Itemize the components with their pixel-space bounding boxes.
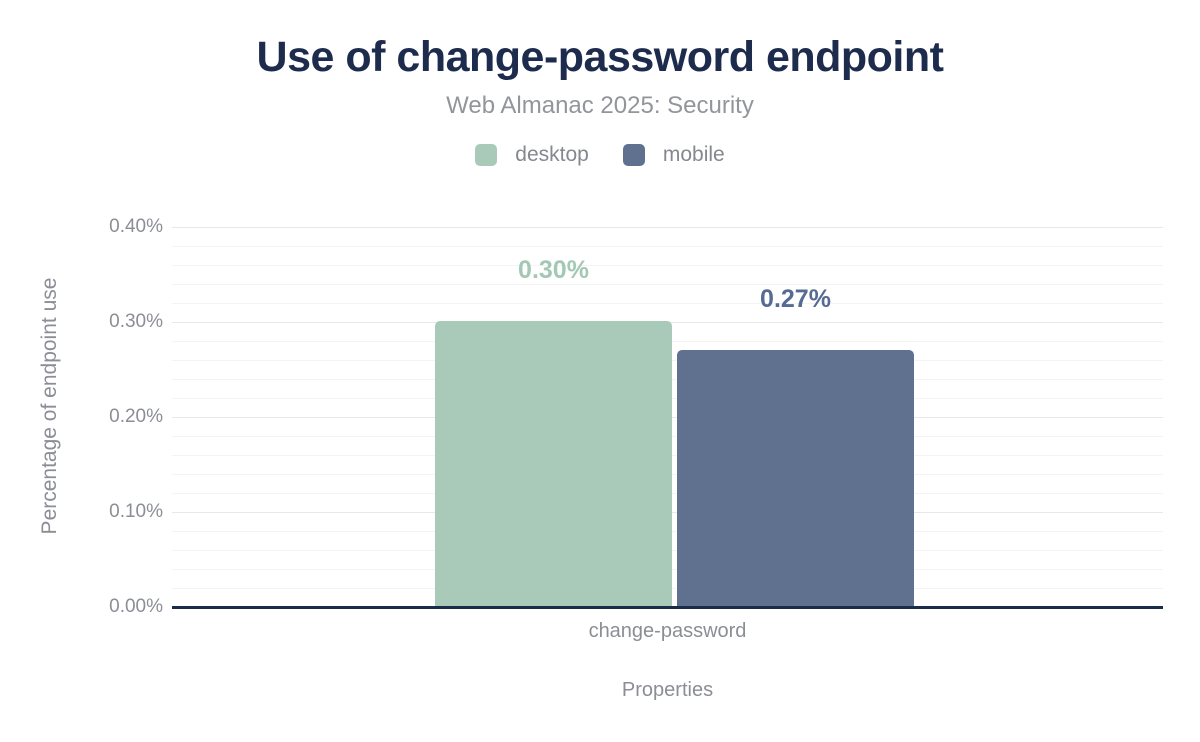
chart-title: Use of change-password endpoint	[256, 33, 944, 81]
gridline-minor	[172, 284, 1163, 285]
y-tick-label: 0.30%	[109, 311, 163, 332]
chart-subtitle: Web Almanac 2025: Security	[446, 92, 754, 119]
desktop-swatch-icon	[475, 144, 498, 166]
gridline-minor	[172, 265, 1163, 266]
x-axis-title: Properties	[621, 679, 714, 701]
y-tick-label: 0.40%	[109, 216, 163, 237]
legend-label-desktop: desktop	[515, 143, 589, 166]
gridline-minor	[172, 303, 1163, 304]
mobile-swatch-icon	[622, 144, 645, 166]
legend-item-desktop[interactable]: desktop	[475, 143, 589, 167]
bar-mobile[interactable]	[677, 350, 914, 607]
legend-item-mobile[interactable]: mobile	[622, 143, 725, 167]
y-tick-label: 0.00%	[109, 596, 163, 617]
bar-desktop[interactable]	[435, 321, 672, 606]
y-tick-label: 0.20%	[109, 406, 163, 427]
bar-value-label-mobile: 0.27%	[760, 285, 831, 313]
legend-label-mobile: mobile	[662, 143, 725, 166]
legend: desktop mobile	[0, 143, 1200, 167]
y-tick-label: 0.10%	[109, 501, 163, 522]
x-axis-line	[172, 606, 1163, 609]
x-tick-label: change-password	[588, 620, 747, 642]
bar-value-label-desktop: 0.30%	[518, 256, 589, 284]
gridline-major	[172, 227, 1163, 228]
gridline-minor	[172, 246, 1163, 247]
